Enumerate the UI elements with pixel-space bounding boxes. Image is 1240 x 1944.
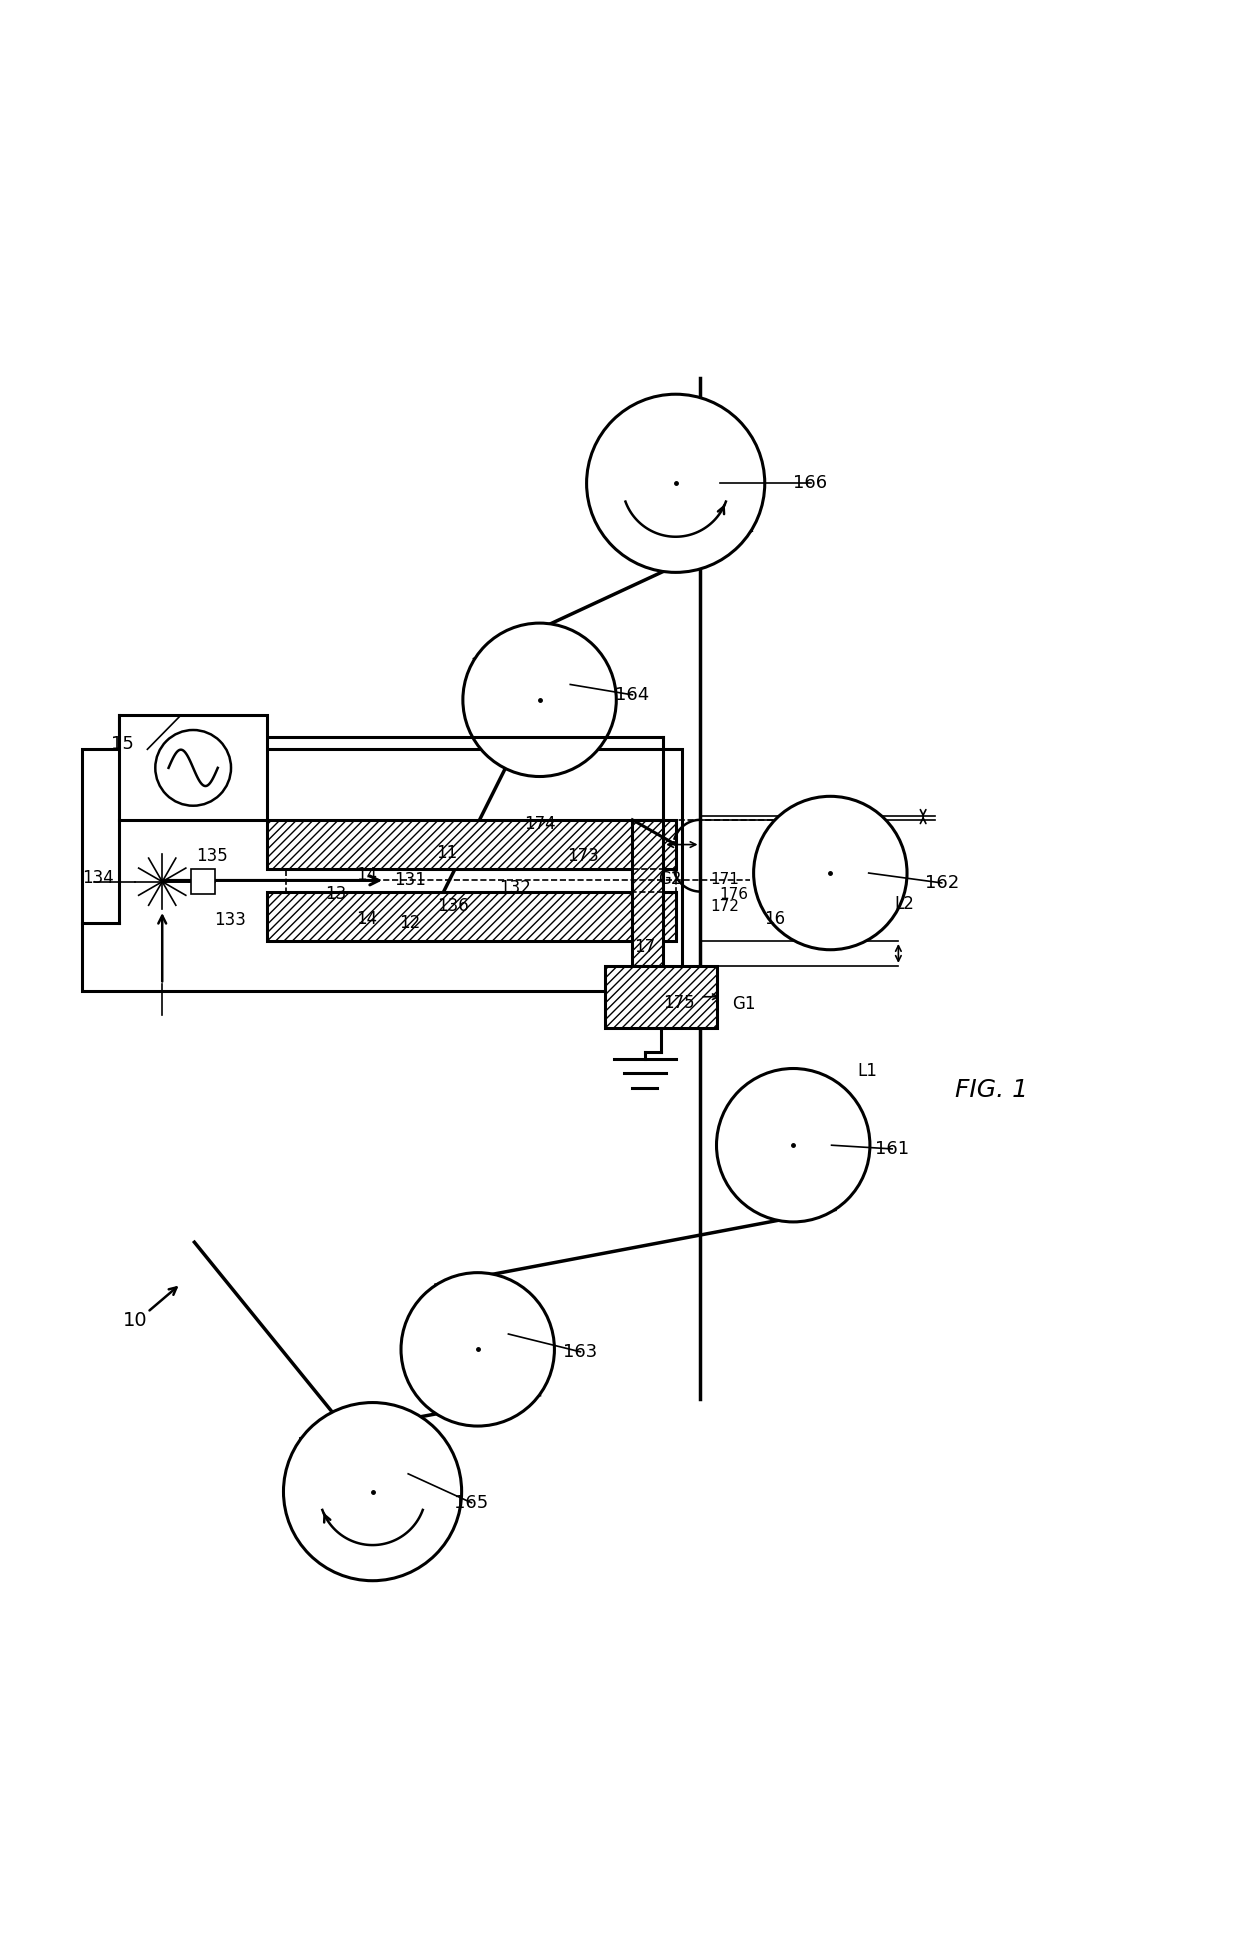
Circle shape xyxy=(284,1402,461,1580)
Text: G1: G1 xyxy=(732,995,755,1013)
Text: 135: 135 xyxy=(196,848,228,865)
Bar xyxy=(632,820,663,966)
Circle shape xyxy=(463,624,616,776)
Text: 171: 171 xyxy=(711,871,739,886)
Text: 136: 136 xyxy=(438,898,469,916)
Text: 175: 175 xyxy=(663,993,696,1013)
Text: 17: 17 xyxy=(634,939,655,956)
Circle shape xyxy=(754,797,906,951)
Text: 14: 14 xyxy=(356,910,377,927)
Bar xyxy=(286,869,676,892)
Text: 165: 165 xyxy=(454,1493,489,1512)
Text: 172: 172 xyxy=(711,898,739,914)
Text: 161: 161 xyxy=(875,1139,909,1159)
Text: 133: 133 xyxy=(215,912,247,929)
Text: 176: 176 xyxy=(719,886,748,902)
Text: 163: 163 xyxy=(563,1343,598,1361)
Text: 14: 14 xyxy=(356,867,377,885)
Text: 13: 13 xyxy=(325,885,346,904)
Text: 131: 131 xyxy=(394,871,425,890)
Text: L1: L1 xyxy=(858,1061,878,1081)
Text: 16: 16 xyxy=(764,910,785,927)
Bar xyxy=(119,715,268,820)
Text: 162: 162 xyxy=(925,875,959,892)
Text: 174: 174 xyxy=(523,815,556,832)
Circle shape xyxy=(401,1273,554,1427)
Text: 166: 166 xyxy=(794,474,827,492)
Text: FIG. 1: FIG. 1 xyxy=(955,1077,1028,1102)
Text: 11: 11 xyxy=(436,844,458,863)
Bar xyxy=(268,820,676,869)
Circle shape xyxy=(717,1069,870,1223)
Circle shape xyxy=(587,395,765,572)
Text: 132: 132 xyxy=(498,879,531,896)
Text: 10: 10 xyxy=(123,1312,148,1330)
Text: G2: G2 xyxy=(657,871,681,888)
Text: L2: L2 xyxy=(894,894,914,914)
Text: 15: 15 xyxy=(112,735,134,754)
Bar xyxy=(191,869,216,894)
Text: 12: 12 xyxy=(399,914,420,931)
Text: 134: 134 xyxy=(82,869,114,886)
Bar xyxy=(605,966,717,1028)
Bar xyxy=(82,748,682,991)
Text: 173: 173 xyxy=(567,848,599,865)
Text: 164: 164 xyxy=(615,686,650,704)
Bar xyxy=(268,892,676,941)
